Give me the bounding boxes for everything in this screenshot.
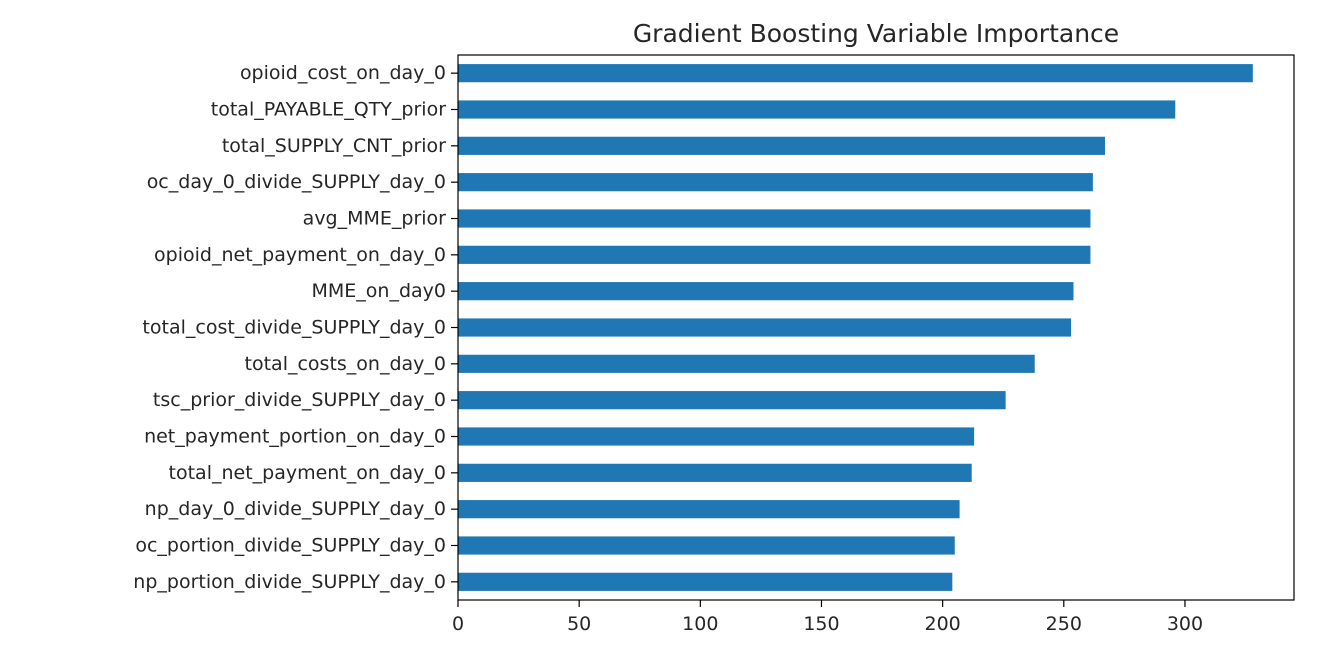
y-tick-label: MME_on_day0 (312, 280, 447, 302)
y-tick-label: np_portion_divide_SUPPLY_day_0 (133, 571, 446, 593)
y-tick-label: total_costs_on_day_0 (245, 353, 446, 375)
y-tick-label: oc_day_0_divide_SUPPLY_day_0 (147, 171, 446, 193)
x-tick-label: 0 (452, 613, 464, 635)
bar-total_SUPPLY_CNT_prior (458, 136, 1105, 155)
y-tick-label: np_day_0_divide_SUPPLY_day_0 (145, 498, 446, 520)
bar-total_net_payment_on_day_0 (458, 463, 972, 482)
y-axis-ticks: opioid_cost_on_day_0 total_PAYABLE_QTY_pr… (133, 62, 458, 593)
x-tick-label: 200 (925, 613, 961, 635)
plot-frame (457, 54, 1295, 601)
x-tick-label: 150 (803, 613, 839, 635)
x-tick-label: 250 (1046, 613, 1082, 635)
bar-opioid_cost_on_day_0 (458, 64, 1253, 83)
bar-opioid_net_payment_on_day_0 (458, 245, 1091, 264)
y-tick-label: tsc_prior_divide_SUPPLY_day_0 (153, 389, 446, 411)
chart-title: Gradient Boosting Variable Importance (633, 19, 1119, 48)
x-tick-label: 50 (567, 613, 591, 635)
y-tick-label: opioid_net_payment_on_day_0 (154, 244, 446, 266)
x-tick-label: 100 (682, 613, 718, 635)
bar-np_portion_divide_SUPPLY_day_0 (458, 572, 953, 591)
bar-np_day_0_divide_SUPPLY_day_0 (458, 500, 960, 519)
y-tick-label: total_PAYABLE_QTY_prior (211, 99, 446, 121)
bar-net_payment_portion_on_day_0 (458, 427, 975, 446)
bar-total_costs_on_day_0 (458, 354, 1035, 373)
y-tick-label: opioid_cost_on_day_0 (240, 62, 446, 84)
bar-MME_on_day0 (458, 282, 1074, 301)
bar-total_PAYABLE_QTY_prior (458, 100, 1176, 119)
y-tick-label: oc_portion_divide_SUPPLY_day_0 (135, 535, 446, 557)
bar-oc_day_0_divide_SUPPLY_day_0 (458, 173, 1093, 192)
bar-oc_portion_divide_SUPPLY_day_0 (458, 536, 955, 555)
bar-avg_MME_prior (458, 209, 1091, 228)
bar-total_cost_divide_SUPPLY_day_0 (458, 318, 1072, 337)
y-tick-label: total_net_payment_on_day_0 (169, 462, 446, 484)
y-tick-label: avg_MME_prior (303, 208, 447, 230)
bars-layer (458, 64, 1253, 591)
x-tick-label: 300 (1167, 613, 1203, 635)
y-tick-label: total_SUPPLY_CNT_prior (222, 135, 446, 157)
x-axis-ticks: 0 50 100 150 200 250 300 (452, 600, 1203, 635)
y-tick-label: net_payment_portion_on_day_0 (144, 426, 446, 448)
y-tick-label: total_cost_divide_SUPPLY_day_0 (142, 317, 446, 339)
bar-tsc_prior_divide_SUPPLY_day_0 (458, 391, 1006, 410)
